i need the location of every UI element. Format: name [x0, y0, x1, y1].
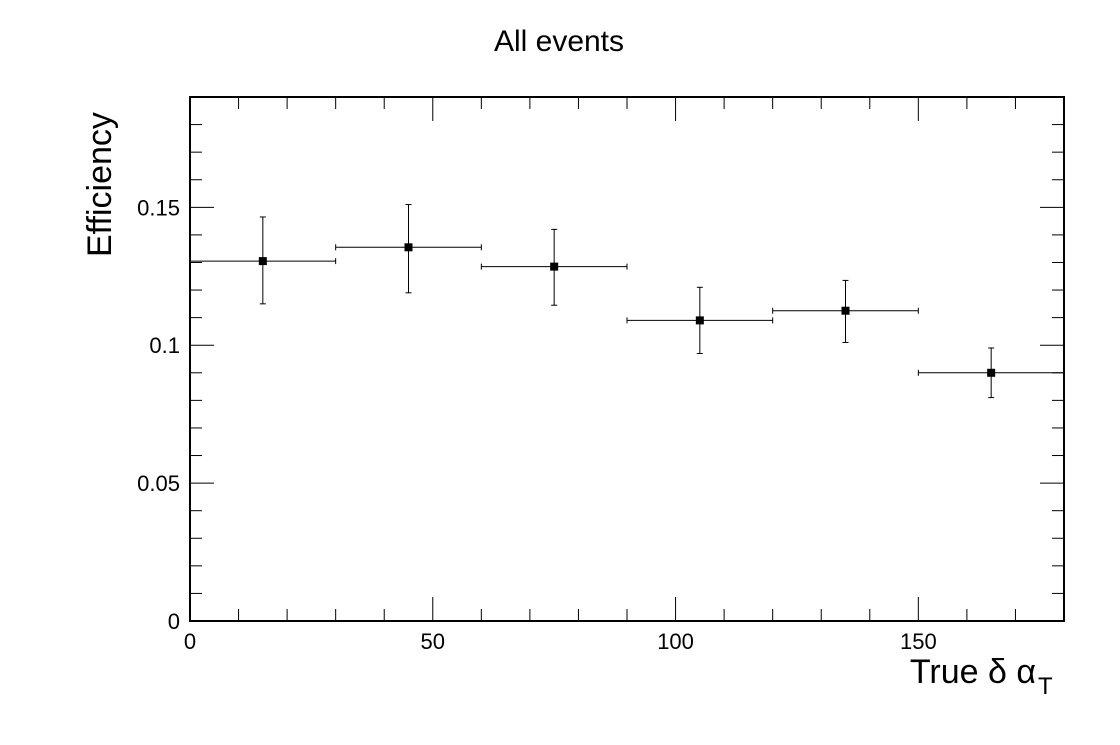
x-axis-label: True δ α: [910, 653, 1036, 691]
y-axis-label: Efficiency: [81, 112, 119, 257]
data-marker: [404, 243, 413, 252]
y-tick-label: 0: [168, 609, 180, 634]
y-tick-label: 0.15: [137, 195, 180, 220]
data-marker: [695, 316, 704, 325]
x-axis-ticks: [189, 97, 919, 621]
x-axis-label-subscript: T: [1038, 673, 1053, 700]
data-point: [772, 279, 919, 343]
y-axis-tick-labels: 0 0.05 0.1 0.15: [137, 195, 180, 634]
y-minor-ticks: [190, 96, 1064, 594]
data-point: [189, 216, 337, 305]
chart-title: All events: [494, 25, 624, 58]
data-marker: [258, 257, 267, 266]
x-tick-label: 0: [184, 629, 196, 654]
data-point: [917, 347, 1065, 399]
data-series: [189, 204, 1065, 399]
x-axis-tick-labels: 0 50 100 150: [184, 629, 937, 654]
x-tick-label: 150: [900, 629, 937, 654]
x-minor-ticks: [238, 97, 1065, 621]
x-tick-label: 100: [657, 629, 694, 654]
data-marker: [841, 306, 850, 315]
y-tick-label: 0.05: [137, 471, 180, 496]
plot-frame: [189, 96, 1065, 622]
data-marker: [987, 368, 996, 377]
y-axis-ticks: [190, 206, 1064, 622]
data-point: [480, 228, 628, 306]
data-marker: [550, 262, 559, 271]
y-tick-label: 0.1: [149, 333, 180, 358]
data-point: [626, 286, 774, 354]
x-axis-label-main: True δ α: [910, 653, 1036, 691]
data-point: [335, 204, 482, 294]
x-tick-label: 50: [421, 629, 445, 654]
